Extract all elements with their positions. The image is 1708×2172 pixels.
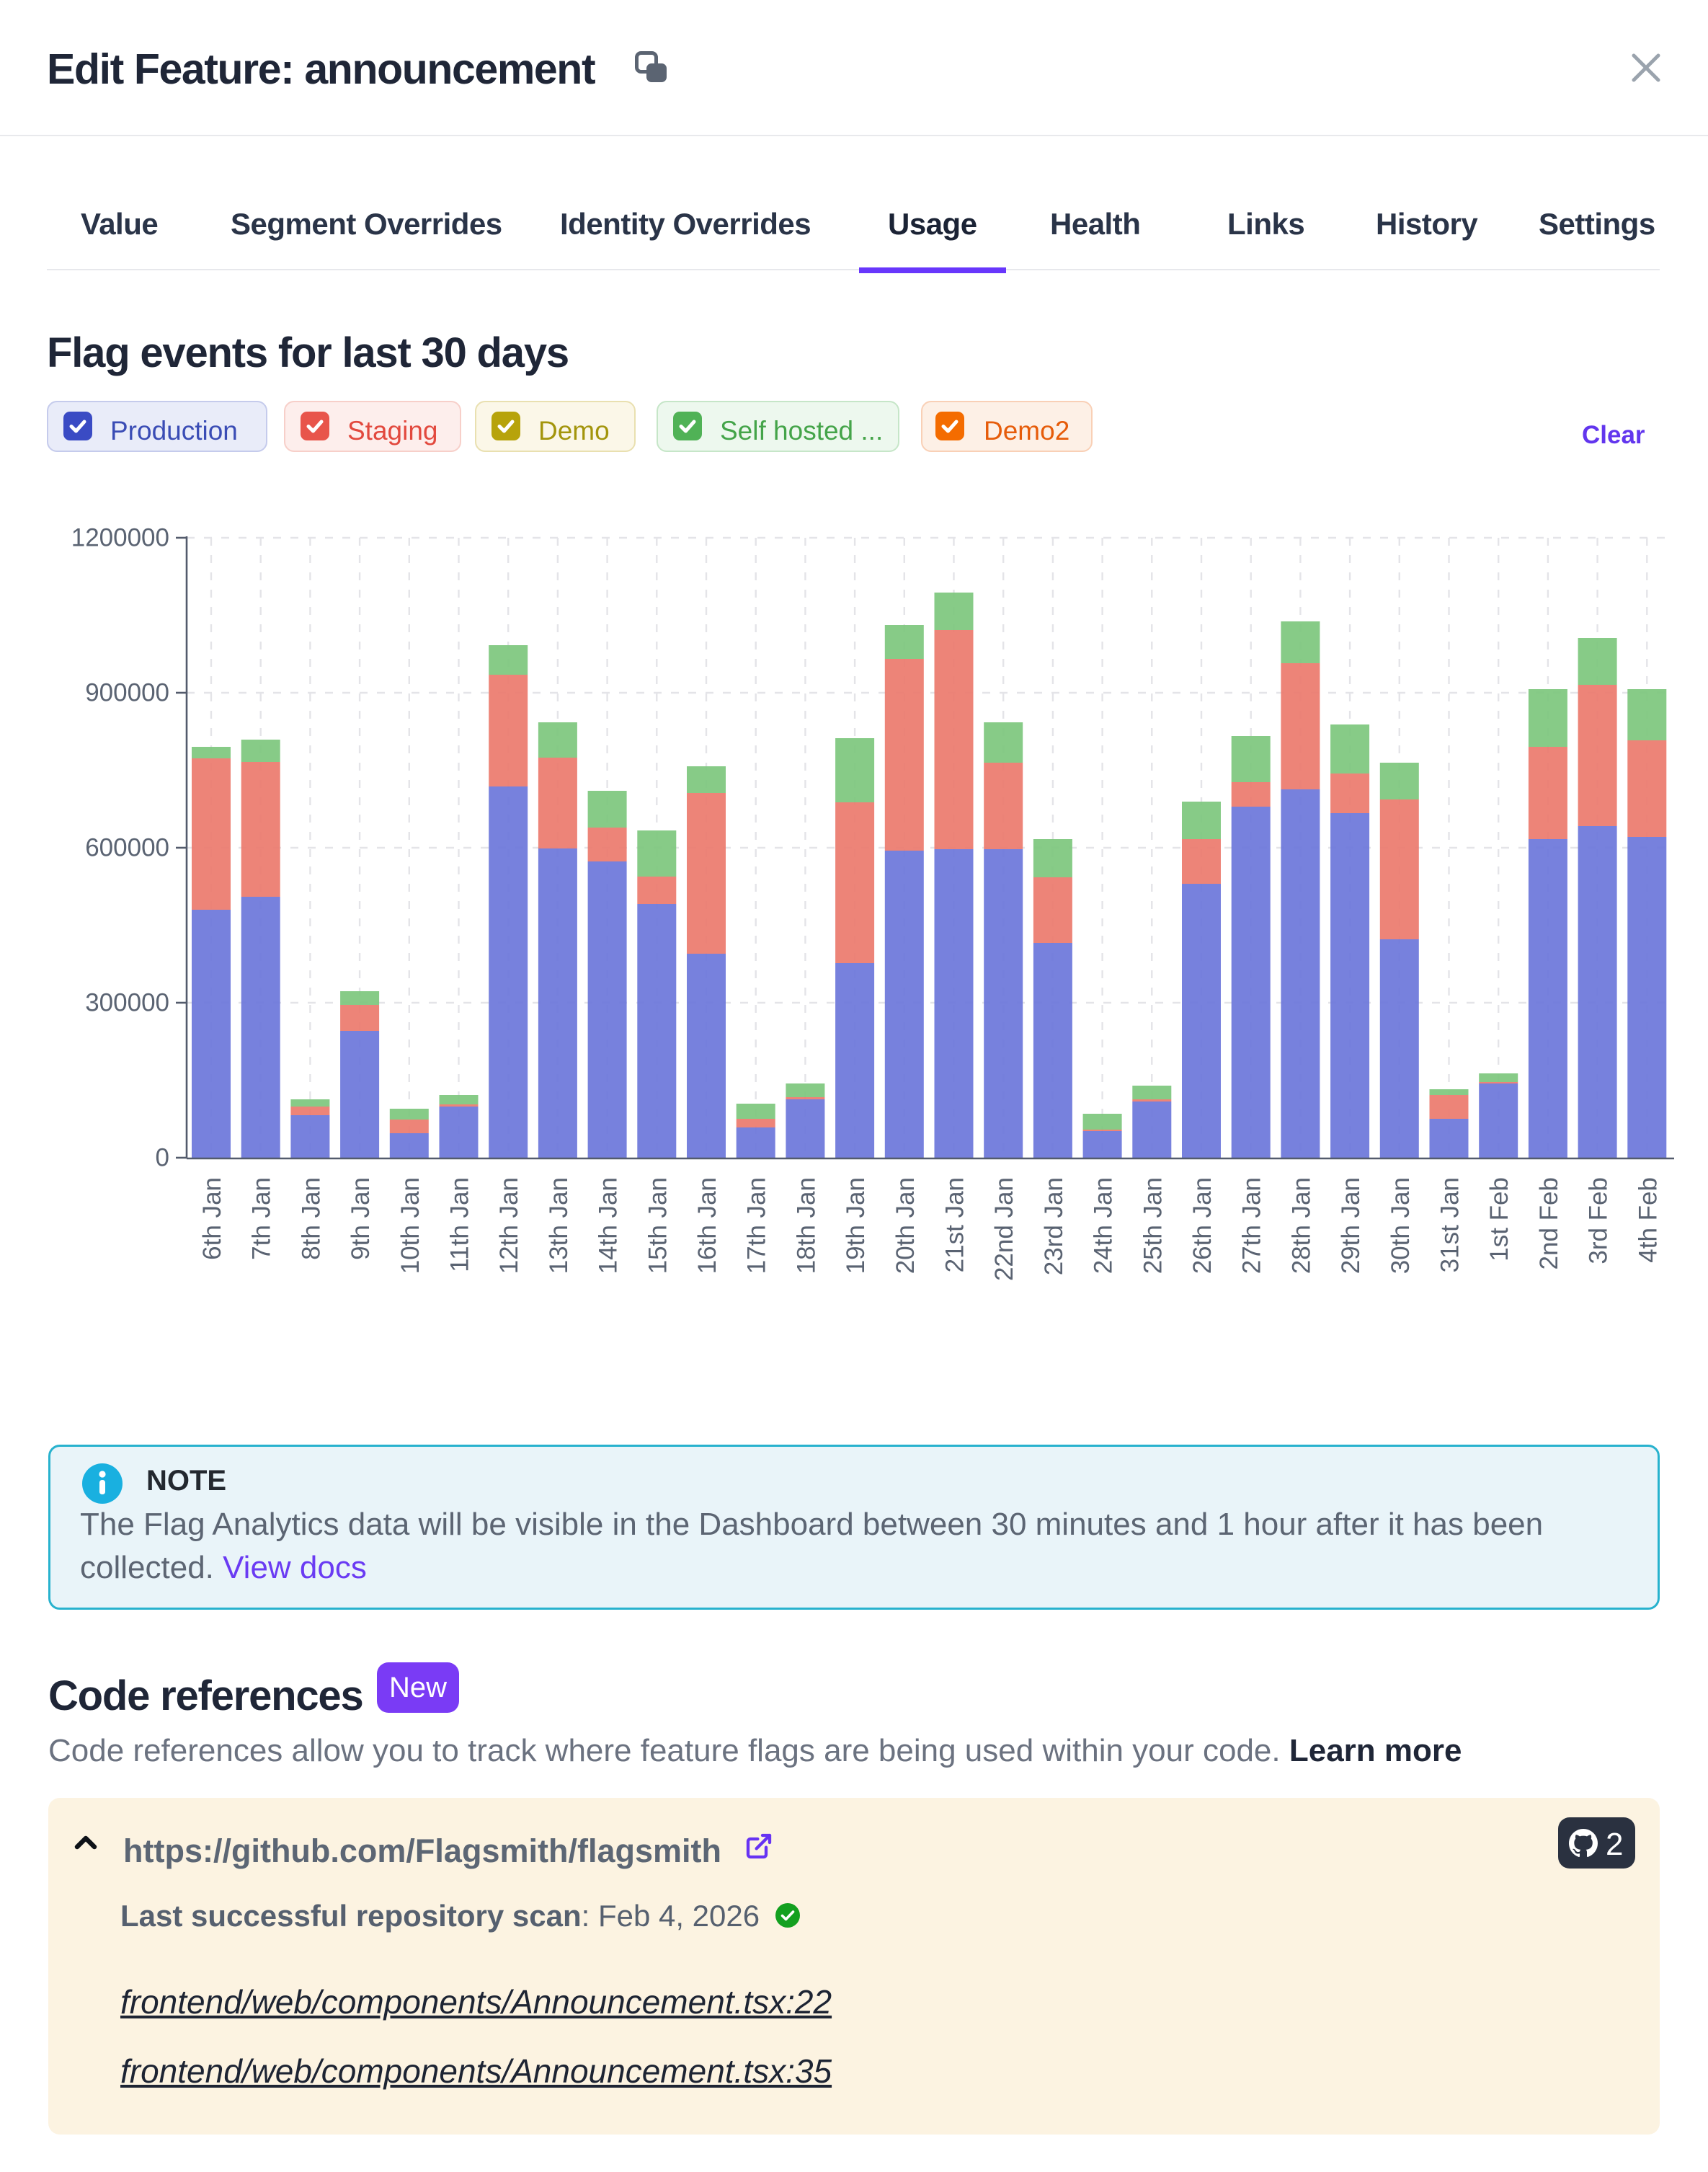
svg-text:14th Jan: 14th Jan bbox=[595, 1177, 623, 1274]
svg-text:28th Jan: 28th Jan bbox=[1287, 1177, 1315, 1274]
svg-text:6th Jan: 6th Jan bbox=[198, 1177, 226, 1260]
svg-text:0: 0 bbox=[156, 1144, 169, 1172]
svg-text:27th Jan: 27th Jan bbox=[1238, 1177, 1266, 1274]
svg-text:23rd Jan: 23rd Jan bbox=[1040, 1177, 1068, 1275]
svg-text:22nd Jan: 22nd Jan bbox=[990, 1177, 1018, 1281]
svg-text:17th Jan: 17th Jan bbox=[743, 1177, 771, 1274]
svg-text:4th Feb: 4th Feb bbox=[1634, 1177, 1662, 1263]
svg-text:900000: 900000 bbox=[85, 679, 169, 707]
svg-text:10th Jan: 10th Jan bbox=[396, 1177, 424, 1274]
svg-text:7th Jan: 7th Jan bbox=[248, 1177, 276, 1260]
svg-text:19th Jan: 19th Jan bbox=[842, 1177, 870, 1274]
svg-text:8th Jan: 8th Jan bbox=[297, 1177, 325, 1260]
svg-text:20th Jan: 20th Jan bbox=[891, 1177, 920, 1274]
svg-text:2nd Feb: 2nd Feb bbox=[1535, 1177, 1563, 1269]
svg-text:12th Jan: 12th Jan bbox=[495, 1177, 523, 1274]
svg-text:16th Jan: 16th Jan bbox=[693, 1177, 721, 1274]
svg-text:29th Jan: 29th Jan bbox=[1337, 1177, 1365, 1274]
svg-text:31st Jan: 31st Jan bbox=[1436, 1177, 1464, 1272]
svg-text:15th Jan: 15th Jan bbox=[644, 1177, 672, 1274]
svg-text:25th Jan: 25th Jan bbox=[1139, 1177, 1167, 1274]
svg-text:21st Jan: 21st Jan bbox=[941, 1177, 969, 1272]
svg-text:30th Jan: 30th Jan bbox=[1387, 1177, 1415, 1274]
svg-text:9th Jan: 9th Jan bbox=[347, 1177, 375, 1260]
svg-text:18th Jan: 18th Jan bbox=[792, 1177, 820, 1274]
svg-text:11th Jan: 11th Jan bbox=[446, 1177, 474, 1272]
svg-text:300000: 300000 bbox=[85, 989, 169, 1017]
svg-text:600000: 600000 bbox=[85, 834, 169, 862]
svg-text:24th Jan: 24th Jan bbox=[1090, 1177, 1118, 1274]
svg-text:1200000: 1200000 bbox=[71, 524, 169, 552]
svg-text:3rd Feb: 3rd Feb bbox=[1585, 1177, 1613, 1264]
svg-text:26th Jan: 26th Jan bbox=[1188, 1177, 1216, 1274]
svg-text:1st Feb: 1st Feb bbox=[1485, 1177, 1513, 1262]
svg-text:13th Jan: 13th Jan bbox=[545, 1177, 573, 1274]
